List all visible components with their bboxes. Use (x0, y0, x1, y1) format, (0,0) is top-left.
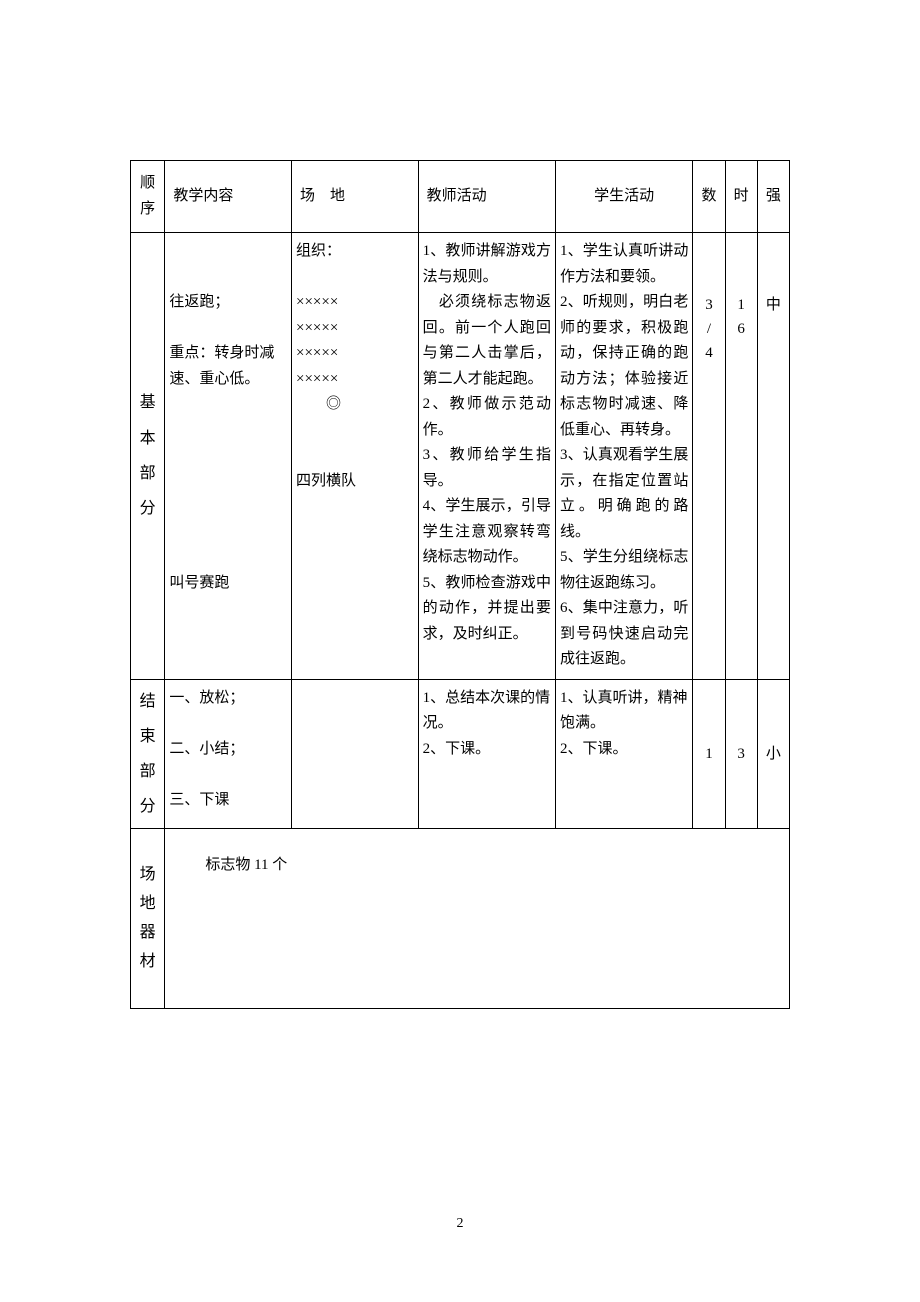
basic-time: 16 (725, 233, 757, 680)
basic-teacher: 1、教师讲解游戏方法与规则。 必须绕标志物返回。前一个人跑回与第二人击掌后，第二… (418, 233, 555, 680)
table-header-row: 顺序 教学内容 场 地 教师活动 学生活动 数 时 强 (131, 161, 790, 233)
equipment-row: 场地器材 标志物 11 个 (131, 829, 790, 1009)
header-order: 顺序 (131, 161, 165, 233)
end-count: 1 (693, 679, 725, 829)
end-intensity: 小 (757, 679, 789, 829)
page-number: 2 (0, 1216, 920, 1232)
basic-intensity: 中 (757, 233, 789, 680)
basic-label: 基本部分 (131, 233, 165, 680)
equipment-text: 标志物 11 个 (165, 829, 790, 1009)
end-teacher: 1、总结本次课的情况。2、下课。 (418, 679, 555, 829)
basic-section-row: 基本部分 往返跑； 重点：转身时减速、重心低。 叫号赛跑 组织： ×××××××… (131, 233, 790, 680)
end-content: 一、放松； 二、小结； 三、下课 (165, 679, 292, 829)
end-time: 3 (725, 679, 757, 829)
equipment-label: 场地器材 (131, 829, 165, 1009)
basic-student: 1、学生认真听讲动作方法和要领。2、听规则，明白老师的要求，积极跑动，保持正确的… (556, 233, 693, 680)
basic-content: 往返跑； 重点：转身时减速、重心低。 叫号赛跑 (165, 233, 292, 680)
end-section-row: 结束部分 一、放松； 二、小结； 三、下课 1、总结本次课的情况。2、下课。 1… (131, 679, 790, 829)
lesson-plan-table: 顺序 教学内容 场 地 教师活动 学生活动 数 时 强 基本部分 往返跑； 重点… (130, 160, 790, 1009)
end-label: 结束部分 (131, 679, 165, 829)
basic-count: 3/4 (693, 233, 725, 680)
header-teacher: 教师活动 (418, 161, 555, 233)
header-content: 教学内容 (165, 161, 292, 233)
header-student: 学生活动 (556, 161, 693, 233)
basic-venue: 组织： ×××××××××××××××××××× ◎ 四列横队 (291, 233, 418, 680)
header-time: 时 (725, 161, 757, 233)
end-venue (291, 679, 418, 829)
document-page: 顺序 教学内容 场 地 教师活动 学生活动 数 时 强 基本部分 往返跑； 重点… (0, 0, 920, 1302)
header-count: 数 (693, 161, 725, 233)
end-student: 1、认真听讲，精神饱满。2、下课。 (556, 679, 693, 829)
header-intensity: 强 (757, 161, 789, 233)
header-venue: 场 地 (291, 161, 418, 233)
